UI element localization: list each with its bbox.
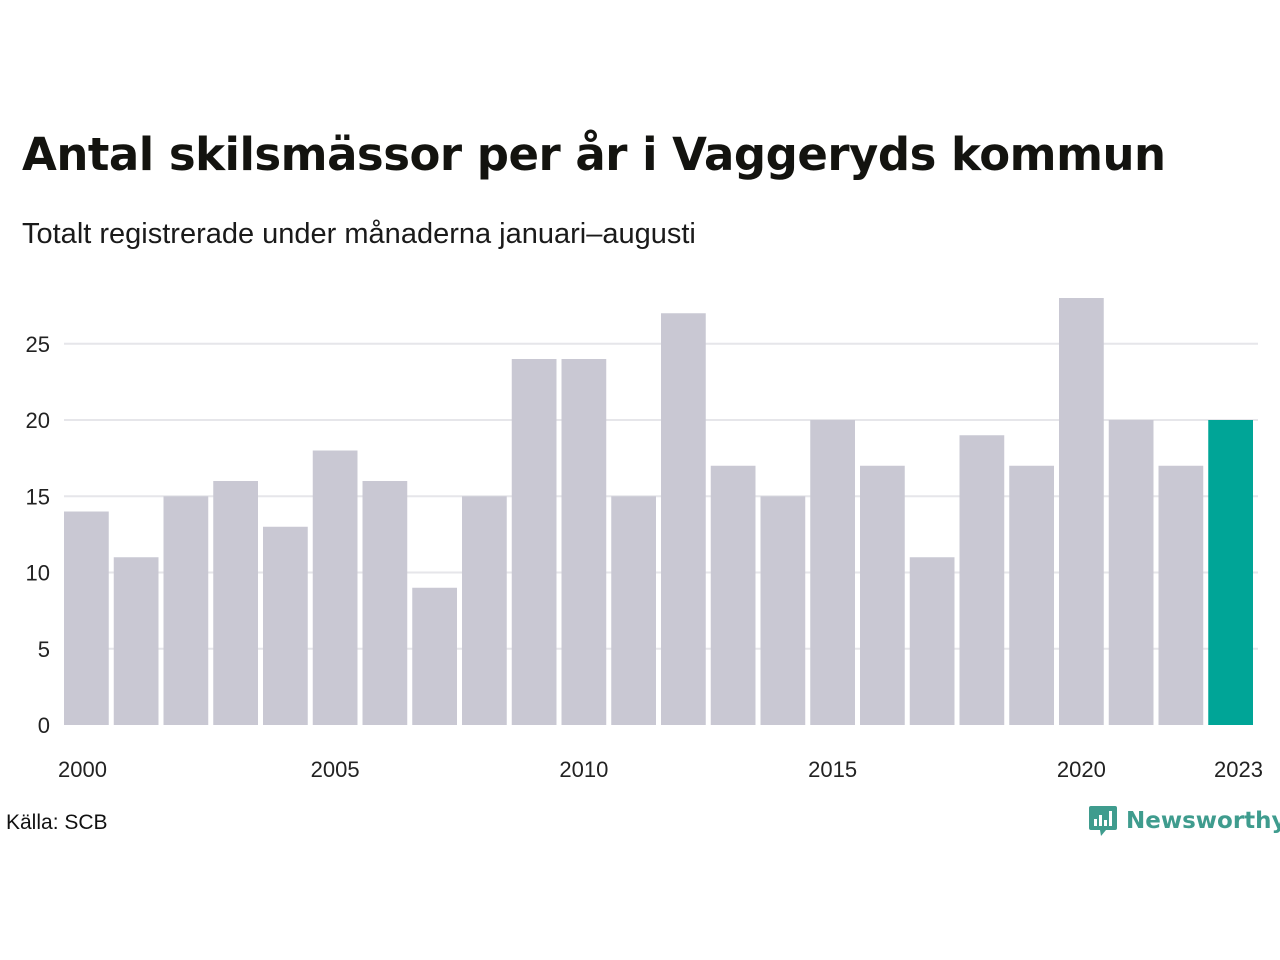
newsworthy-logo-icon bbox=[1089, 806, 1117, 836]
bar-chart: 0 5 10 15 20 25 2000 2005 2010 2015 2020 2023 bbox=[26, 298, 1263, 782]
bar-2005 bbox=[312, 450, 358, 725]
bar-2017 bbox=[909, 557, 955, 725]
y-tick-label: 0 bbox=[38, 713, 50, 738]
bar-2004 bbox=[263, 526, 308, 725]
x-tick-label: 2000 bbox=[58, 757, 107, 782]
x-tick-label: 2023 bbox=[1214, 757, 1263, 782]
bar-2021 bbox=[1108, 420, 1154, 725]
brand: Newsworthy bbox=[1088, 804, 1280, 838]
bar-2008 bbox=[462, 496, 507, 725]
bar-2013 bbox=[710, 465, 756, 725]
x-axis-ticks: 2000 2005 2010 2015 2020 2023 bbox=[58, 757, 1263, 782]
bar-2009 bbox=[511, 359, 557, 725]
bar-2012 bbox=[661, 313, 706, 725]
bar-2023 bbox=[1208, 420, 1253, 725]
bar-2014 bbox=[760, 496, 806, 725]
source-note: Källa: SCB bbox=[6, 811, 108, 834]
bar-2002 bbox=[163, 496, 209, 725]
y-axis-ticks: 0 5 10 15 20 25 bbox=[26, 332, 50, 738]
bar-2016 bbox=[860, 465, 905, 725]
y-tick-label: 10 bbox=[26, 561, 50, 586]
x-tick-label: 2015 bbox=[808, 757, 857, 782]
bar-2022 bbox=[1158, 465, 1204, 725]
x-tick-label: 2010 bbox=[559, 757, 608, 782]
bar-2001 bbox=[113, 557, 159, 725]
chart-subtitle: Totalt registrerade under månaderna janu… bbox=[22, 218, 696, 250]
bar-2003 bbox=[213, 481, 258, 725]
bar-2006 bbox=[362, 481, 408, 725]
y-tick-label: 25 bbox=[26, 332, 50, 357]
bar-2019 bbox=[1009, 465, 1054, 725]
y-tick-label: 15 bbox=[26, 484, 50, 509]
brand-name: Newsworthy bbox=[1126, 808, 1280, 834]
bar-2007 bbox=[412, 587, 457, 725]
bar-2015 bbox=[810, 420, 855, 725]
y-tick-label: 5 bbox=[38, 637, 50, 662]
bar-2010 bbox=[561, 359, 607, 725]
bars bbox=[64, 298, 1253, 725]
bar-2020 bbox=[1059, 298, 1104, 725]
x-tick-label: 2020 bbox=[1057, 757, 1106, 782]
chart-title: Antal skilsmässor per år i Vaggeryds kom… bbox=[22, 128, 1166, 181]
bar-2018 bbox=[959, 435, 1005, 725]
x-tick-label: 2005 bbox=[311, 757, 360, 782]
y-tick-label: 20 bbox=[26, 408, 50, 433]
bar-2000 bbox=[64, 511, 109, 725]
bar-2011 bbox=[611, 496, 656, 725]
